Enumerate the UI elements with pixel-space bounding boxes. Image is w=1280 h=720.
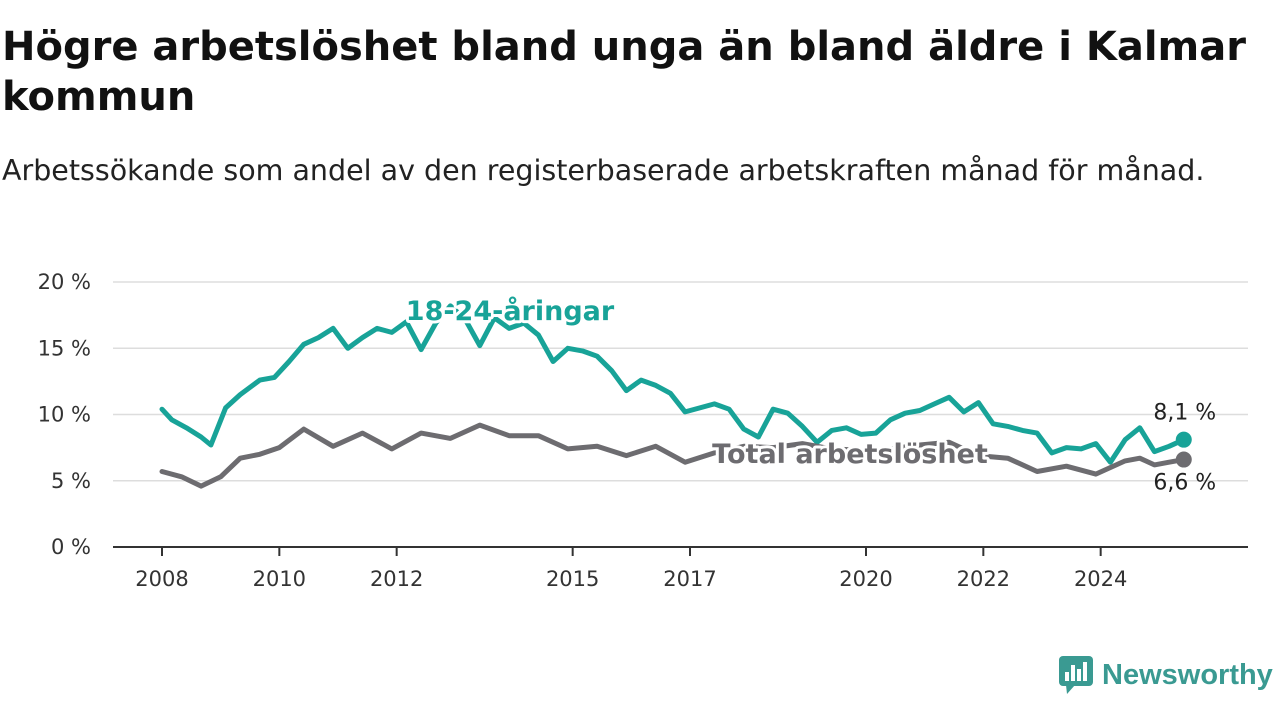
y-tick-label: 0 % xyxy=(51,535,91,559)
newsworthy-logo-icon xyxy=(1059,656,1093,694)
series-label-total: Total arbetslöshet xyxy=(712,439,988,470)
end-point-total xyxy=(1175,451,1192,468)
y-tick-label: 20 % xyxy=(38,270,91,294)
brand-name: Newsworthy xyxy=(1102,658,1273,691)
x-axis-ticks: 2008 2010 2012 2015 2017 2020 2022 2024 xyxy=(135,547,1127,591)
grid-lines xyxy=(113,281,1248,548)
x-tick-label: 2008 xyxy=(135,567,188,591)
y-tick-label: 15 % xyxy=(38,336,91,360)
chart-subtitle: Arbetssökande som andel av den registerb… xyxy=(2,154,1205,187)
x-tick-label: 2024 xyxy=(1074,567,1127,591)
x-tick-label: 2020 xyxy=(839,567,892,591)
y-tick-label: 5 % xyxy=(51,469,91,493)
end-value-label: 8,1 % xyxy=(1153,401,1216,426)
y-axis-ticks: 0 % 5 % 10 % 15 % 20 % xyxy=(38,270,91,559)
series-labels: 8,1 % 6,6 % 18-24-åringar Total arbetslöshe… xyxy=(403,292,1216,496)
series-line-total xyxy=(159,422,1187,489)
y-tick-label: 10 % xyxy=(38,403,91,427)
x-tick-label: 2015 xyxy=(546,567,599,591)
end-point-youth xyxy=(1175,431,1192,448)
x-tick-label: 2022 xyxy=(957,567,1010,591)
series-label-youth: 18-24-åringar xyxy=(406,295,615,327)
x-tick-label: 2010 xyxy=(253,567,306,591)
newsworthy-brand: Newsworthy xyxy=(1058,655,1273,695)
series-lines xyxy=(159,303,1192,489)
x-tick-label: 2017 xyxy=(663,567,716,591)
x-tick-label: 2012 xyxy=(370,567,423,591)
series-line-youth xyxy=(159,303,1187,465)
chart-title: Högre arbetslöshet bland unga än bland ä… xyxy=(2,24,1246,120)
end-value-label: 6,6 % xyxy=(1153,471,1216,496)
